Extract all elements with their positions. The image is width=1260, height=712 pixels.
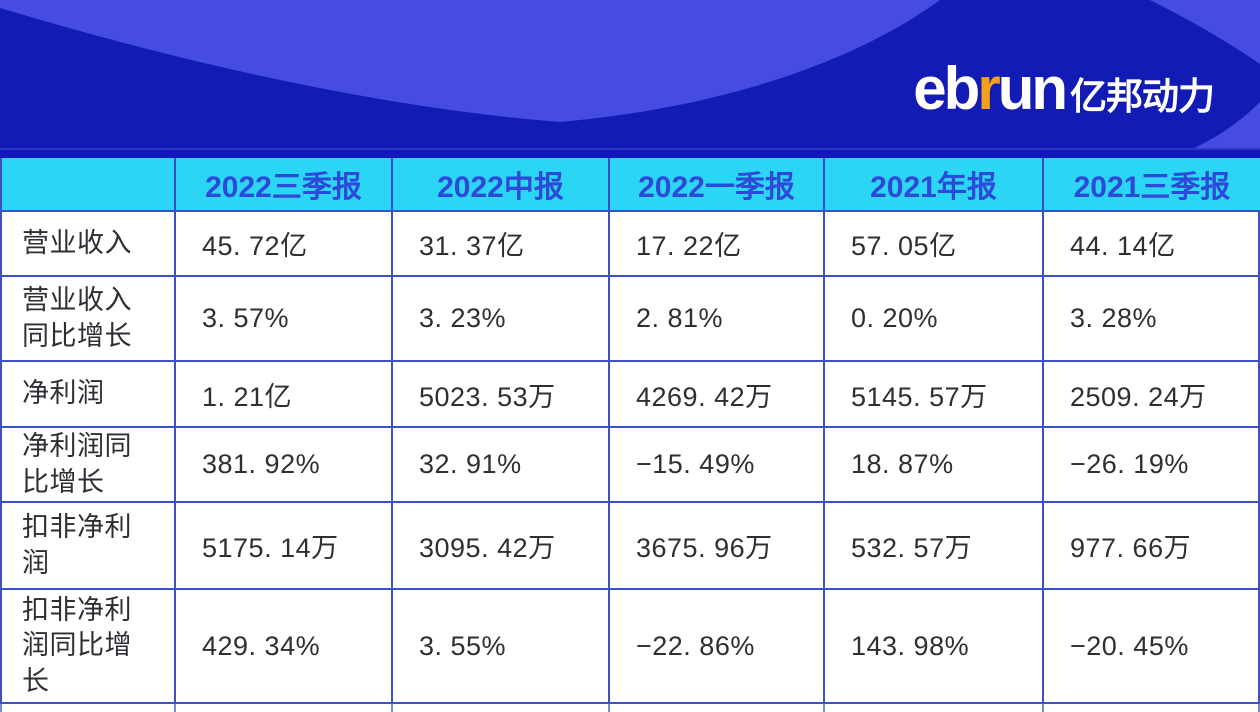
cutoff-row-cell <box>0 704 176 712</box>
cell-net-profit-2021fy: 5145. 57万 <box>825 362 1044 428</box>
cell-net-profit-2022q3: 1. 21亿 <box>176 362 393 428</box>
cell-net-profit-yoy-2021q3: −26. 19% <box>1044 428 1260 503</box>
cell-non-gaap-2021q3: 977. 66万 <box>1044 503 1260 590</box>
column-header-2021fy: 2021年报 <box>825 158 1044 212</box>
cell-non-gaap-yoy-2021q3: −20. 45% <box>1044 590 1260 704</box>
cutoff-row-cell <box>610 704 825 712</box>
cell-revenue-yoy-2022h1: 3. 23% <box>393 277 610 362</box>
row-label-non-gaap-profit: 扣非净利润 <box>0 503 176 590</box>
cell-revenue-2021q3: 44. 14亿 <box>1044 212 1260 277</box>
cell-revenue-2022q1: 17. 22亿 <box>610 212 825 277</box>
cell-revenue-yoy-2021q3: 3. 28% <box>1044 277 1260 362</box>
cell-non-gaap-2022q1: 3675. 96万 <box>610 503 825 590</box>
cell-net-profit-2022q1: 4269. 42万 <box>610 362 825 428</box>
cell-non-gaap-yoy-2022q1: −22. 86% <box>610 590 825 704</box>
column-header-2022q1: 2022一季报 <box>610 158 825 212</box>
logo-text-un: un <box>997 55 1068 122</box>
column-header-2022q3: 2022三季报 <box>176 158 393 212</box>
cell-non-gaap-2022h1: 3095. 42万 <box>393 503 610 590</box>
cell-revenue-2021fy: 57. 05亿 <box>825 212 1044 277</box>
financial-report-table: 2022三季报 2022中报 2022一季报 2021年报 2021三季报 营业… <box>0 158 1260 712</box>
banner: eb r un 亿邦动力 <box>0 0 1260 158</box>
cutoff-row-cell <box>825 704 1044 712</box>
cell-net-profit-2021q3: 2509. 24万 <box>1044 362 1260 428</box>
cell-net-profit-yoy-2022h1: 32. 91% <box>393 428 610 503</box>
column-header-2021q3: 2021三季报 <box>1044 158 1260 212</box>
cell-revenue-yoy-2022q3: 3. 57% <box>176 277 393 362</box>
cell-net-profit-2022h1: 5023. 53万 <box>393 362 610 428</box>
logo-text-chinese: 亿邦动力 <box>1070 76 1215 117</box>
cell-non-gaap-2021fy: 532. 57万 <box>825 503 1044 590</box>
cell-revenue-yoy-2021fy: 0. 20% <box>825 277 1044 362</box>
row-label-revenue-yoy: 营业收入同比增长 <box>0 277 176 362</box>
row-label-non-gaap-profit-yoy: 扣非净利润同比增长 <box>0 590 176 704</box>
cutoff-row-cell <box>393 704 610 712</box>
cell-net-profit-yoy-2021fy: 18. 87% <box>825 428 1044 503</box>
logo-text-eb: eb <box>913 55 980 122</box>
cell-revenue-2022q3: 45. 72亿 <box>176 212 393 277</box>
cell-non-gaap-yoy-2021fy: 143. 98% <box>825 590 1044 704</box>
row-label-revenue: 营业收入 <box>0 212 176 277</box>
banner-wave-graphic <box>0 0 1260 158</box>
cutoff-row-cell <box>1044 704 1260 712</box>
row-label-net-profit-yoy: 净利润同比增长 <box>0 428 176 503</box>
row-label-net-profit: 净利润 <box>0 362 176 428</box>
logo-text-r-orange: r <box>977 55 1000 122</box>
cell-non-gaap-yoy-2022h1: 3. 55% <box>393 590 610 704</box>
column-header-2022h1: 2022中报 <box>393 158 610 212</box>
cell-revenue-yoy-2022q1: 2. 81% <box>610 277 825 362</box>
ebrun-logo: eb r un 亿邦动力 <box>913 54 1215 123</box>
cell-revenue-2022h1: 31. 37亿 <box>393 212 610 277</box>
cell-net-profit-yoy-2022q1: −15. 49% <box>610 428 825 503</box>
cutoff-row-cell <box>176 704 393 712</box>
cell-net-profit-yoy-2022q3: 381. 92% <box>176 428 393 503</box>
cell-non-gaap-2022q3: 5175. 14万 <box>176 503 393 590</box>
cell-non-gaap-yoy-2022q3: 429. 34% <box>176 590 393 704</box>
corner-cell <box>0 158 176 212</box>
